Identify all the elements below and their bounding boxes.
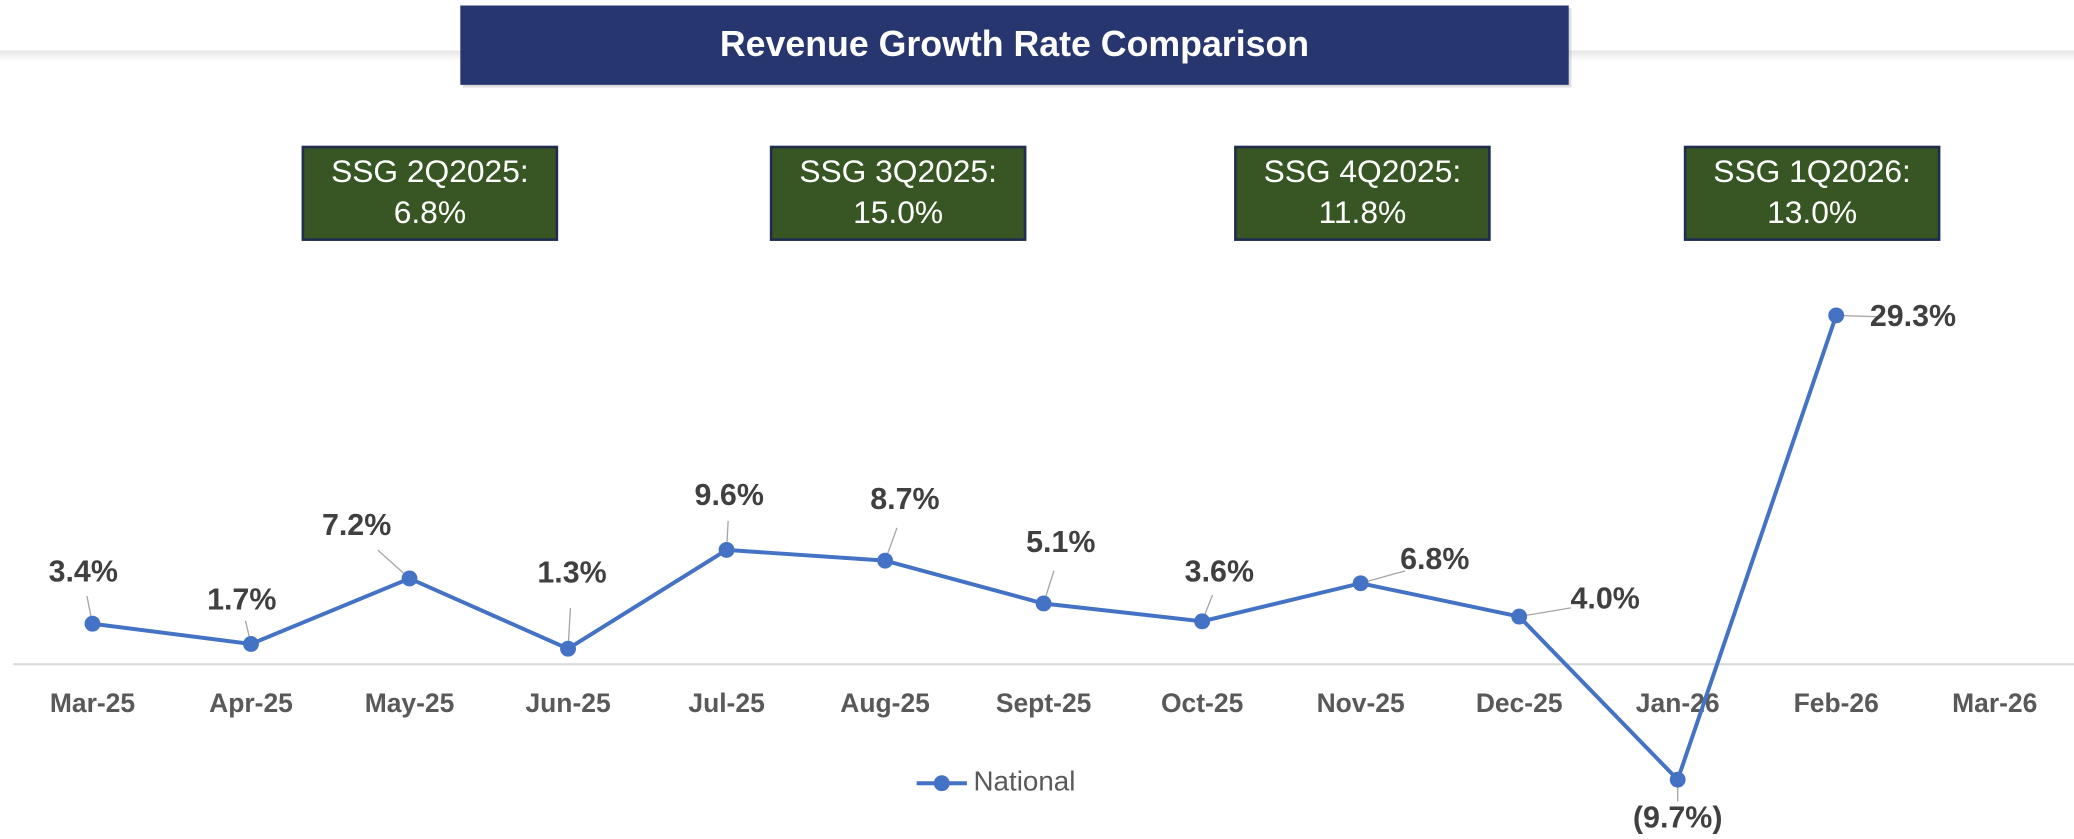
data-point bbox=[560, 640, 576, 657]
x-tick-label: Sept-25 bbox=[996, 688, 1092, 718]
x-tick-label: Feb-26 bbox=[1794, 688, 1879, 718]
ssg-text: 11.8% bbox=[1319, 194, 1407, 230]
x-tick-label: Aug-25 bbox=[840, 688, 930, 718]
chart-title: Revenue Growth Rate Comparison bbox=[720, 24, 1309, 64]
data-label: 1.7% bbox=[207, 583, 276, 617]
data-label: 4.0% bbox=[1570, 582, 1639, 616]
x-tick-label: Apr-25 bbox=[209, 688, 293, 718]
data-label: 8.7% bbox=[870, 482, 939, 516]
ssg-box bbox=[769, 145, 1027, 241]
data-point bbox=[1194, 613, 1211, 630]
x-tick-label: Mar-25 bbox=[50, 688, 135, 718]
ssg-text: SSG 4Q2025: bbox=[1264, 153, 1462, 189]
data-label: 7.2% bbox=[322, 508, 391, 542]
x-tick-label: Jun-25 bbox=[525, 688, 610, 718]
data-label: 3.6% bbox=[1185, 555, 1254, 589]
ssg-text: 13.0% bbox=[1767, 194, 1857, 230]
x-tick-label: Oct-25 bbox=[1161, 688, 1243, 718]
data-label: 3.4% bbox=[49, 554, 118, 588]
data-label: (9.7%) bbox=[1633, 800, 1723, 834]
data-point bbox=[1352, 575, 1369, 592]
data-point bbox=[1035, 595, 1052, 612]
data-point bbox=[718, 541, 735, 558]
data-label: 6.8% bbox=[1400, 542, 1469, 576]
ssg-box bbox=[301, 145, 559, 241]
x-tick-label: May-25 bbox=[365, 688, 455, 718]
ssg-text: 15.0% bbox=[853, 194, 943, 230]
ssg-text: 6.8% bbox=[394, 194, 466, 230]
data-label: 5.1% bbox=[1026, 525, 1095, 559]
ssg-box bbox=[1234, 145, 1491, 241]
data-point bbox=[84, 615, 101, 632]
x-tick-label: Jul-25 bbox=[688, 688, 764, 718]
data-label: 9.6% bbox=[695, 478, 764, 512]
data-point bbox=[401, 570, 418, 587]
ssg-text: SSG 2Q2025: bbox=[331, 153, 529, 189]
data-label: 1.3% bbox=[537, 556, 606, 590]
ssg-text: SSG 1Q2026: bbox=[1713, 153, 1911, 189]
x-tick-label: Mar-26 bbox=[1952, 688, 2037, 718]
x-tick-label: Dec-25 bbox=[1476, 688, 1563, 718]
data-point bbox=[1511, 608, 1528, 625]
leader-line bbox=[1519, 607, 1571, 618]
ssg-box bbox=[1683, 145, 1941, 241]
legend-label: National bbox=[974, 766, 1076, 797]
x-tick-label: Nov-25 bbox=[1317, 688, 1405, 718]
data-point bbox=[1669, 771, 1686, 788]
data-point bbox=[243, 636, 259, 652]
data-point bbox=[1828, 307, 1845, 324]
legend-marker bbox=[933, 775, 950, 792]
title-banner bbox=[460, 5, 1569, 85]
ssg-text: SSG 3Q2025: bbox=[799, 153, 997, 189]
series-line bbox=[92, 314, 1839, 784]
data-point bbox=[877, 552, 894, 569]
data-label: 29.3% bbox=[1870, 299, 1956, 333]
